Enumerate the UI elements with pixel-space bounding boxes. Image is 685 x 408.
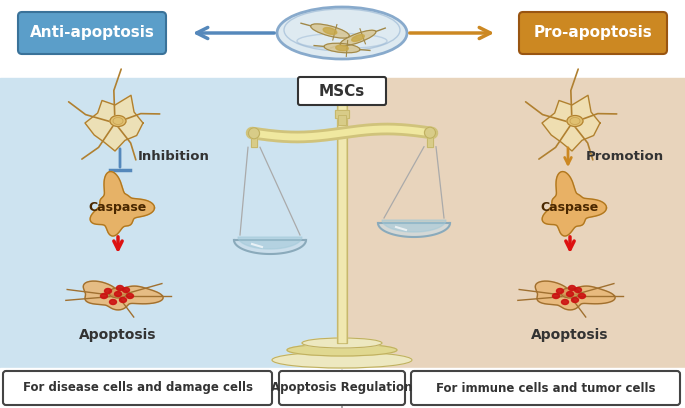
Ellipse shape	[123, 288, 129, 293]
Ellipse shape	[277, 7, 407, 59]
Text: Inhibition: Inhibition	[138, 149, 210, 162]
FancyBboxPatch shape	[298, 77, 386, 105]
Polygon shape	[542, 172, 606, 236]
Ellipse shape	[556, 288, 564, 293]
Ellipse shape	[101, 293, 108, 299]
Text: Apoptosis: Apoptosis	[532, 328, 609, 342]
Polygon shape	[238, 237, 302, 249]
Ellipse shape	[571, 297, 579, 302]
Bar	[338, 115, 346, 125]
FancyBboxPatch shape	[519, 12, 667, 54]
Bar	[337, 88, 347, 343]
FancyBboxPatch shape	[18, 12, 166, 54]
Ellipse shape	[351, 35, 364, 41]
FancyBboxPatch shape	[279, 371, 405, 405]
Ellipse shape	[561, 288, 579, 298]
Ellipse shape	[310, 24, 349, 38]
Text: Apoptosis: Apoptosis	[79, 328, 157, 342]
Ellipse shape	[324, 43, 360, 53]
Ellipse shape	[110, 299, 116, 304]
Ellipse shape	[127, 293, 134, 299]
Text: For disease cells and damage cells: For disease cells and damage cells	[23, 381, 253, 395]
Polygon shape	[84, 281, 163, 310]
Bar	[338, 115, 346, 125]
Ellipse shape	[336, 45, 348, 51]
Bar	[251, 137, 257, 147]
Circle shape	[249, 128, 260, 139]
Ellipse shape	[287, 344, 397, 356]
Text: For immune cells and tumor cells: For immune cells and tumor cells	[436, 381, 656, 395]
Ellipse shape	[566, 291, 573, 297]
Text: Anti-apoptosis: Anti-apoptosis	[29, 25, 154, 40]
Bar	[337, 88, 347, 343]
Ellipse shape	[114, 291, 121, 297]
Text: MSCs: MSCs	[319, 84, 365, 98]
Polygon shape	[542, 95, 600, 151]
Bar	[339, 88, 345, 343]
Ellipse shape	[553, 293, 560, 299]
Ellipse shape	[119, 297, 127, 302]
Bar	[335, 110, 349, 118]
Ellipse shape	[110, 115, 126, 126]
Ellipse shape	[567, 115, 583, 126]
Polygon shape	[378, 223, 450, 237]
Ellipse shape	[575, 288, 582, 293]
Text: Promotion: Promotion	[586, 149, 664, 162]
Bar	[342, 78, 685, 368]
Ellipse shape	[105, 288, 112, 293]
Ellipse shape	[340, 30, 376, 46]
Bar	[335, 110, 349, 118]
Polygon shape	[85, 95, 143, 151]
Bar	[0, 368, 685, 408]
Text: Caspase: Caspase	[89, 202, 147, 215]
Ellipse shape	[116, 286, 123, 290]
Polygon shape	[535, 281, 615, 310]
Polygon shape	[382, 220, 446, 232]
Ellipse shape	[302, 338, 382, 348]
Polygon shape	[234, 240, 306, 254]
FancyBboxPatch shape	[411, 371, 680, 405]
Bar	[251, 137, 257, 147]
FancyBboxPatch shape	[3, 371, 272, 405]
Ellipse shape	[272, 352, 412, 368]
Bar	[0, 78, 342, 368]
Circle shape	[425, 127, 436, 138]
Text: Caspase: Caspase	[541, 202, 599, 215]
Ellipse shape	[562, 299, 569, 304]
Bar	[427, 137, 433, 147]
Polygon shape	[90, 172, 155, 236]
Bar	[0, 0, 685, 78]
Text: Apoptosis Regulation: Apoptosis Regulation	[271, 381, 412, 395]
Ellipse shape	[579, 293, 586, 299]
Bar	[427, 137, 433, 147]
Ellipse shape	[109, 288, 127, 298]
Ellipse shape	[323, 28, 337, 34]
Text: Pro-apoptosis: Pro-apoptosis	[534, 25, 652, 40]
Ellipse shape	[569, 286, 575, 290]
